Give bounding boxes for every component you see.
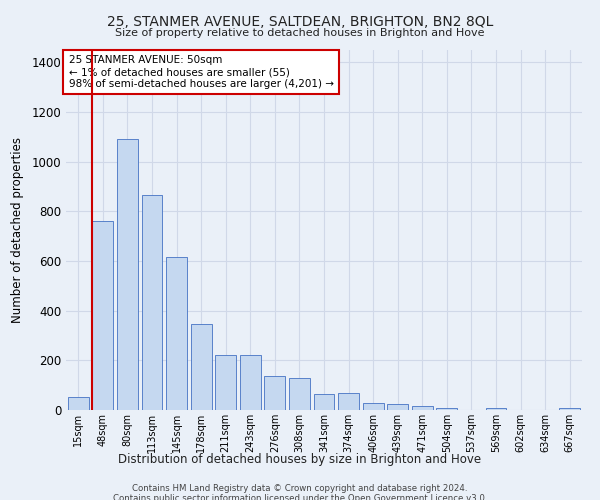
Bar xyxy=(142,195,163,410)
Text: Contains HM Land Registry data © Crown copyright and database right 2024.: Contains HM Land Registry data © Crown c… xyxy=(132,484,468,493)
Bar xyxy=(436,408,457,410)
Bar xyxy=(485,408,506,410)
Bar xyxy=(215,356,236,410)
Bar xyxy=(191,324,212,410)
Y-axis label: Number of detached properties: Number of detached properties xyxy=(11,137,25,323)
Text: Size of property relative to detached houses in Brighton and Hove: Size of property relative to detached ho… xyxy=(115,28,485,38)
Text: 25, STANMER AVENUE, SALTDEAN, BRIGHTON, BN2 8QL: 25, STANMER AVENUE, SALTDEAN, BRIGHTON, … xyxy=(107,15,493,29)
Bar xyxy=(117,140,138,410)
Text: Distribution of detached houses by size in Brighton and Hove: Distribution of detached houses by size … xyxy=(118,452,482,466)
Bar xyxy=(314,394,334,410)
Bar xyxy=(289,378,310,410)
Text: 25 STANMER AVENUE: 50sqm
← 1% of detached houses are smaller (55)
98% of semi-de: 25 STANMER AVENUE: 50sqm ← 1% of detache… xyxy=(68,56,334,88)
Bar xyxy=(362,402,383,410)
Bar xyxy=(68,397,89,410)
Bar xyxy=(412,406,433,410)
Bar xyxy=(338,392,359,410)
Bar xyxy=(92,222,113,410)
Bar xyxy=(166,258,187,410)
Bar xyxy=(240,356,261,410)
Bar xyxy=(387,404,408,410)
Bar xyxy=(559,408,580,410)
Text: Contains public sector information licensed under the Open Government Licence v3: Contains public sector information licen… xyxy=(113,494,487,500)
Bar xyxy=(265,376,286,410)
